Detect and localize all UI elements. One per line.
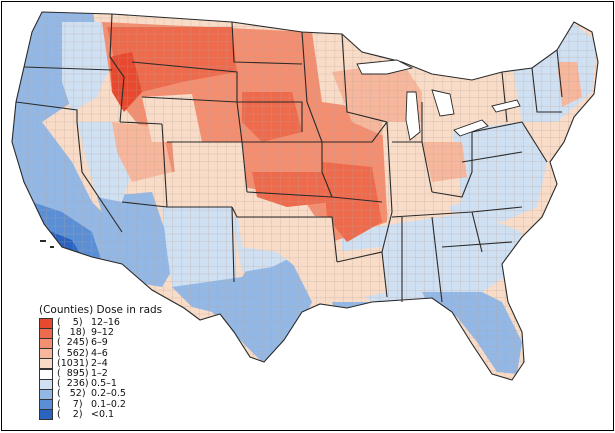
region-wyoming-2-4 xyxy=(142,94,202,142)
region-gulf-coast xyxy=(332,302,402,322)
region-northeast-light xyxy=(512,22,597,122)
legend-range: 0.2–0.5 xyxy=(91,389,126,399)
legend-title: (Counties) Dose in rads xyxy=(39,304,189,316)
legend-range: <0.1 xyxy=(91,410,114,420)
legend-count: ( 52) xyxy=(57,389,91,399)
legend-count: ( 2) xyxy=(57,410,91,420)
legend: (Counties) Dose in rads ( 5)12–16( 18)9–… xyxy=(39,304,189,420)
legend-row: ( 52)0.2–0.5 xyxy=(39,389,189,399)
california-islands xyxy=(40,240,54,248)
legend-row: ( 2)<0.1 xyxy=(39,410,189,420)
legend-swatch xyxy=(39,409,53,420)
legend-rows: ( 5)12–16( 18)9–12( 245)6–9( 562)4–6(103… xyxy=(39,318,189,420)
legend-count: ( 245) xyxy=(57,338,91,348)
legend-range: 6–9 xyxy=(91,338,108,348)
